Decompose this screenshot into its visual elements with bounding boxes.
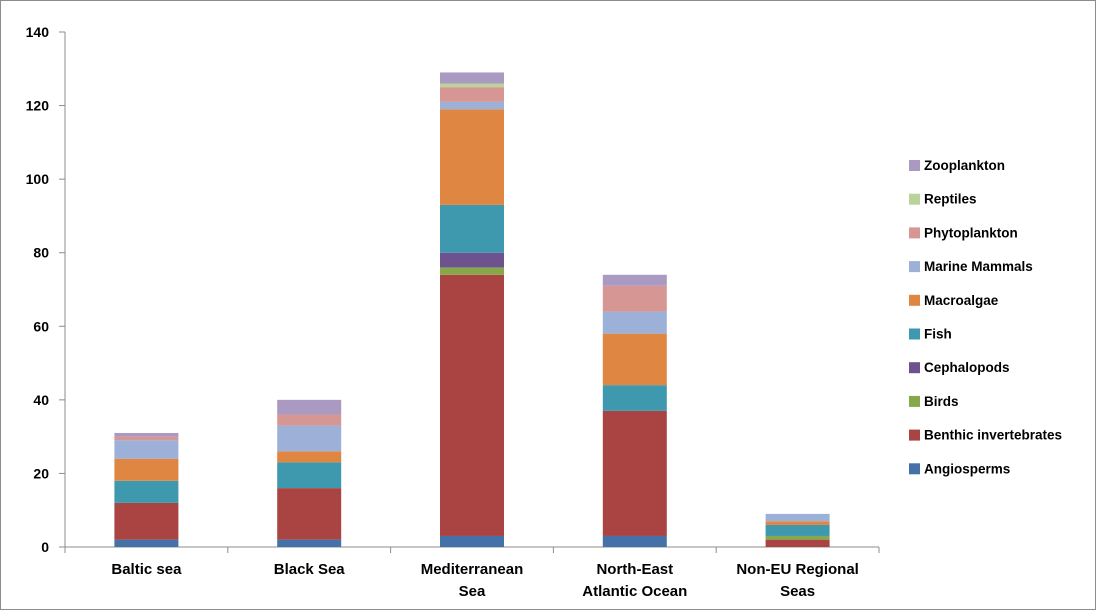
bar-segment-benthic-invertebrates — [602, 410, 667, 536]
bar-segment-macroalgae — [277, 451, 342, 463]
legend-swatch — [909, 160, 920, 171]
legend-label: Cephalopods — [924, 360, 1010, 375]
bar-segment-angiosperms — [277, 539, 342, 547]
legend-label: Macroalgae — [924, 293, 999, 308]
bar-segment-phytoplankton — [277, 414, 342, 426]
bar-segment-cephalopods — [440, 252, 504, 268]
legend-swatch — [909, 261, 920, 273]
bar-segment-fish — [114, 480, 179, 503]
bar-segment-marine-mammals — [277, 425, 342, 452]
x-category-label: Mediterranean — [421, 561, 524, 578]
bar-segment-macroalgae — [114, 458, 179, 481]
bar-segment-macroalgae — [440, 109, 504, 205]
y-tick-label: 60 — [33, 318, 49, 334]
legend-label: Benthic invertebrates — [924, 428, 1062, 443]
bar-segment-fish — [765, 524, 830, 536]
bar-segment-phytoplankton — [114, 436, 179, 441]
x-category-label: Black Sea — [274, 561, 346, 578]
x-category-label: North-East — [596, 561, 673, 578]
bar-segment-angiosperms — [114, 539, 179, 547]
bar-segment-macroalgae — [602, 333, 667, 386]
legend-swatch — [909, 294, 920, 306]
bar-segment-zooplankton — [277, 399, 342, 415]
y-tick-label: 140 — [26, 24, 50, 40]
legend-label: Zooplankton — [924, 158, 1005, 173]
x-category-label: Seas — [780, 583, 815, 600]
bar-segment-phytoplankton — [602, 285, 667, 312]
legend: Zooplankton Reptiles Phytoplankton Marine M… — [909, 158, 1062, 476]
legend-swatch — [909, 429, 920, 441]
legend-label: Phytoplankton — [924, 225, 1018, 240]
bar-segment-marine-mammals — [114, 440, 179, 459]
legend-label: Angiosperms — [924, 461, 1010, 476]
x-category-label: Non-EU Regional — [736, 561, 859, 578]
bar-segment-benthic-invertebrates — [114, 502, 179, 540]
bar-segment-zooplankton — [440, 72, 504, 84]
legend-label: Birds — [924, 394, 959, 409]
bar-segment-marine-mammals — [765, 513, 830, 522]
bar-segment-phytoplankton — [440, 87, 504, 102]
bar-segment-marine-mammals — [440, 101, 504, 110]
y-tick-label: 80 — [33, 245, 49, 261]
legend-label: Marine Mammals — [924, 259, 1033, 274]
bar-segment-benthic-invertebrates — [765, 539, 830, 547]
bar-segment-zooplankton — [114, 432, 179, 437]
bar-segment-benthic-invertebrates — [440, 274, 504, 536]
bar-segment-zooplankton — [602, 274, 667, 286]
x-category-label: Sea — [459, 583, 486, 600]
legend-swatch — [909, 362, 920, 374]
legend-swatch — [909, 193, 920, 205]
legend-swatch — [909, 227, 920, 239]
bar-segment-angiosperms — [440, 535, 504, 547]
y-tick-label: 20 — [33, 465, 49, 481]
bar-segment-reptiles — [440, 83, 504, 88]
y-tick-label: 120 — [26, 98, 50, 114]
bar-segment-marine-mammals — [602, 311, 667, 334]
bar-segment-fish — [602, 385, 667, 411]
bar-segment-benthic-invertebrates — [277, 488, 342, 540]
x-category-label: Baltic sea — [111, 561, 182, 578]
y-tick-label: 100 — [26, 171, 50, 187]
x-category-label: Atlantic Ocean — [582, 583, 687, 600]
bar-segment-macroalgae — [765, 521, 830, 525]
bars — [114, 72, 830, 547]
bar-segment-fish — [277, 462, 342, 489]
bar-segment-angiosperms — [602, 535, 667, 547]
bar-segment-birds — [440, 267, 504, 275]
legend-label: Reptiles — [924, 192, 977, 207]
legend-swatch — [909, 395, 920, 407]
y-tick-label: 40 — [33, 392, 49, 408]
bar-segment-fish — [440, 204, 504, 253]
y-axis: 0 20 40 60 80 100 120 140 — [26, 24, 66, 555]
y-tick-label: 0 — [41, 539, 49, 555]
legend-label: Fish — [924, 327, 952, 342]
legend-swatch — [909, 328, 920, 340]
x-axis: Baltic sea Black Sea Mediterranean Sea North… — [64, 546, 880, 600]
legend-swatch — [909, 463, 920, 475]
bar-segment-birds — [765, 535, 830, 540]
